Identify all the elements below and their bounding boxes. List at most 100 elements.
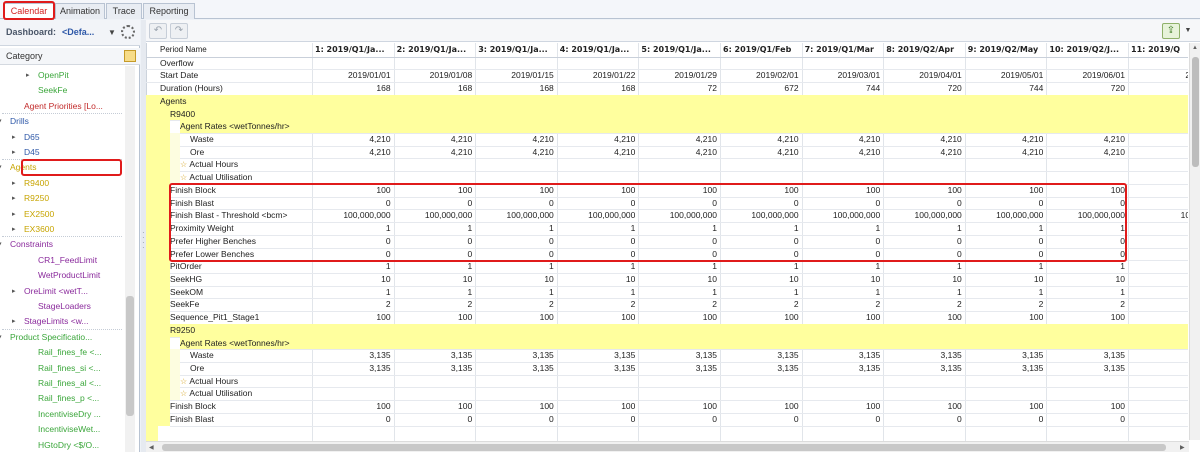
- grid-value-cell[interactable]: 100,000,000: [914, 210, 962, 221]
- grid-value-cell[interactable]: 1: [1120, 286, 1125, 297]
- grid-value-cell[interactable]: 3,135: [858, 363, 881, 373]
- grid-value-cell[interactable]: 3,135: [532, 363, 554, 373]
- start-date-cell[interactable]: 2019/01/15: [511, 70, 554, 81]
- grid-value-cell[interactable]: 0: [630, 197, 636, 208]
- start-date-cell[interactable]: 2019/02/01: [756, 70, 799, 81]
- collapse-arrow-icon[interactable]: ▸: [12, 179, 16, 187]
- grid-value-cell[interactable]: 2: [385, 299, 391, 310]
- grid-value-cell[interactable]: 100: [539, 312, 554, 323]
- grid-value-cell[interactable]: 2: [875, 299, 881, 310]
- expand-arrow-icon[interactable]: ▾: [0, 330, 6, 345]
- grid-value-cell[interactable]: 1: [385, 261, 391, 272]
- start-date-cell[interactable]: 2019/03/01: [837, 70, 881, 81]
- grid-value-cell[interactable]: 1: [1120, 223, 1125, 234]
- grid-value-cell[interactable]: 100: [702, 184, 717, 195]
- duration-cell[interactable]: 720: [947, 83, 962, 94]
- grid-value-cell[interactable]: 0: [467, 235, 473, 246]
- chevron-down-icon[interactable]: ▼: [108, 28, 116, 37]
- grid-value-cell[interactable]: 100,000,000: [996, 210, 1044, 221]
- grid-value-cell[interactable]: 0: [712, 235, 717, 246]
- grid-value-cell[interactable]: 0: [1120, 413, 1125, 424]
- grid-value-cell[interactable]: 100,000,000: [424, 210, 473, 221]
- grid-value-cell[interactable]: 0: [712, 413, 717, 424]
- grid-value-cell[interactable]: 4,210: [777, 146, 799, 157]
- start-date-cell[interactable]: 2019/05/01: [1000, 70, 1044, 81]
- duration-cell[interactable]: 168: [621, 83, 636, 94]
- grid-value-cell[interactable]: 2: [1038, 299, 1044, 310]
- grid-vertical-scrollbar[interactable]: ▲: [1189, 43, 1200, 440]
- grid-value-cell[interactable]: 1: [1038, 261, 1044, 272]
- grid-value-cell[interactable]: 2: [1120, 299, 1125, 310]
- tree-item[interactable]: ▾ Drills: [0, 114, 124, 129]
- grid-value-cell[interactable]: 1: [712, 286, 717, 297]
- tree-item[interactable]: StageLoaders: [0, 299, 124, 314]
- duration-cell[interactable]: 672: [784, 83, 799, 94]
- grid-value-cell[interactable]: 1: [712, 261, 717, 272]
- grid-value-cell[interactable]: 10: [789, 273, 799, 284]
- grid-value-cell[interactable]: 0: [385, 197, 391, 208]
- grid-value-cell[interactable]: 3,135: [858, 350, 881, 361]
- grid-value-cell[interactable]: 1: [549, 261, 554, 272]
- grid-value-cell[interactable]: 0: [1038, 197, 1044, 208]
- tree-item[interactable]: Rail_fines_fe <...: [0, 345, 124, 360]
- tree-item[interactable]: ▸ StageLimits <w...: [0, 314, 124, 329]
- grid-value-cell[interactable]: 0: [793, 197, 799, 208]
- grid-value-cell[interactable]: 2: [630, 299, 636, 310]
- grid-value-cell[interactable]: 100: [1110, 401, 1125, 412]
- export-icon[interactable]: ⇪: [1162, 23, 1180, 39]
- grid-value-cell[interactable]: 0: [793, 248, 799, 259]
- grid-value-cell[interactable]: 4,210: [532, 134, 554, 145]
- grid-value-cell[interactable]: 0: [549, 248, 554, 259]
- grid-value-cell[interactable]: 1: [385, 223, 391, 234]
- grid-value-cell[interactable]: 0: [467, 197, 473, 208]
- tree-item[interactable]: ▾ Constraints: [0, 237, 124, 252]
- period-column-header[interactable]: 8: 2019/Q2/Apr: [886, 45, 955, 54]
- redo-icon[interactable]: ↷: [170, 23, 188, 39]
- grid-value-cell[interactable]: 100: [376, 184, 391, 195]
- grid-value-cell[interactable]: 1: [793, 223, 799, 234]
- collapse-arrow-icon[interactable]: ▸: [12, 287, 16, 295]
- grid-value-cell[interactable]: 100: [458, 312, 473, 323]
- tree-item[interactable]: ▾ Product Specificatio...: [0, 330, 124, 345]
- tree-item[interactable]: ▸ R9250: [0, 191, 124, 206]
- grid-value-cell[interactable]: 0: [467, 248, 473, 259]
- duration-cell[interactable]: 720: [1110, 83, 1125, 94]
- start-date-cell[interactable]: 2019/04/01: [919, 70, 962, 81]
- grid-value-cell[interactable]: 0: [957, 235, 962, 246]
- period-column-header[interactable]: 7: 2019/Q1/Mar: [804, 45, 874, 54]
- grid-value-cell[interactable]: 4,210: [695, 134, 717, 145]
- chevron-down-icon[interactable]: ▼: [1184, 27, 1192, 34]
- scroll-up-icon[interactable]: ▲: [1192, 45, 1198, 51]
- grid-value-cell[interactable]: 2: [467, 299, 473, 310]
- grid-value-cell[interactable]: 3,135: [940, 350, 962, 361]
- grid-value-cell[interactable]: 0: [1038, 413, 1044, 424]
- grid-value-cell[interactable]: 3,135: [614, 363, 636, 373]
- grid-value-cell[interactable]: 100: [1029, 312, 1044, 323]
- grid-value-cell[interactable]: 0: [385, 235, 391, 246]
- duration-cell[interactable]: 168: [539, 83, 554, 94]
- grid-value-cell[interactable]: [1128, 349, 1188, 361]
- duration-cell[interactable]: 72: [707, 83, 717, 94]
- grid-value-cell[interactable]: 3,135: [614, 350, 636, 361]
- period-column-header[interactable]: 4: 2019/Q1/Ja...: [559, 45, 630, 54]
- grid-value-cell[interactable]: 0: [630, 248, 636, 259]
- tree-item[interactable]: ▸ EX2500: [0, 207, 124, 222]
- grid-value-cell[interactable]: 100: [947, 312, 962, 323]
- grid-value-cell[interactable]: 1: [875, 286, 881, 297]
- period-column-header[interactable]: 10: 2019/Q2/J...: [1049, 45, 1120, 54]
- grid-value-cell[interactable]: 0: [793, 235, 799, 246]
- period-column-header[interactable]: 5: 2019/Q1/Ja...: [641, 45, 711, 54]
- grid-value-cell[interactable]: 100: [621, 401, 636, 412]
- grid-value-cell[interactable]: 4,210: [777, 134, 799, 145]
- grid-value-cell[interactable]: 0: [957, 413, 962, 424]
- grid-value-cell[interactable]: 2: [712, 299, 717, 310]
- tab-animation[interactable]: Animation: [55, 3, 105, 19]
- grid-value-cell[interactable]: 1: [630, 286, 636, 297]
- period-column-header[interactable]: 11: 2019/Q: [1131, 45, 1181, 54]
- grid-value-cell[interactable]: 1: [957, 223, 962, 234]
- tree-item[interactable]: ▸ OreLimit <wetT...: [0, 284, 124, 299]
- grid-value-cell[interactable]: 1: [385, 286, 391, 297]
- grid-value-cell[interactable]: 0: [467, 413, 473, 424]
- tree-item[interactable]: WetProductLimit: [0, 268, 124, 283]
- grid-value-cell[interactable]: 1: [467, 286, 473, 297]
